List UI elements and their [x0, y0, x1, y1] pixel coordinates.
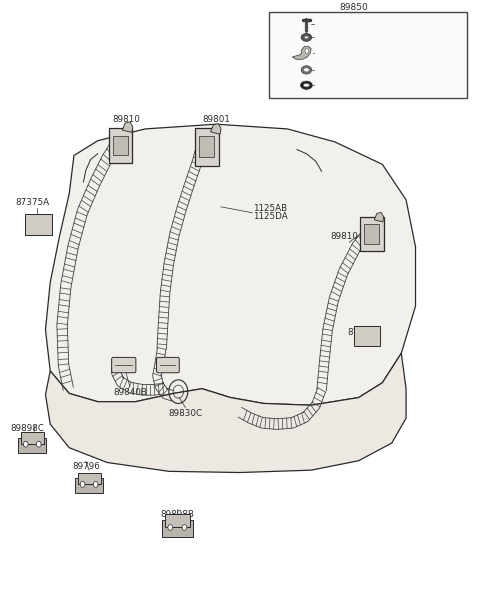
Polygon shape: [292, 47, 311, 59]
Text: 89801: 89801: [203, 115, 230, 124]
Circle shape: [36, 442, 41, 447]
Text: 89898C: 89898C: [11, 424, 45, 433]
Text: 89852A: 89852A: [316, 48, 351, 57]
Text: 89796: 89796: [72, 463, 100, 472]
FancyBboxPatch shape: [360, 217, 384, 251]
Circle shape: [80, 481, 85, 487]
Text: 1125DA: 1125DA: [253, 213, 288, 222]
Text: 89853: 89853: [316, 81, 345, 90]
FancyBboxPatch shape: [113, 136, 128, 155]
Text: 89840B: 89840B: [113, 388, 147, 396]
Text: 89852: 89852: [316, 65, 345, 74]
Text: 89898B: 89898B: [160, 510, 194, 519]
Text: 87375A: 87375A: [347, 329, 382, 338]
Text: 89850: 89850: [339, 3, 368, 12]
Text: 89830C: 89830C: [168, 410, 203, 419]
FancyBboxPatch shape: [21, 432, 44, 444]
Text: 87375A: 87375A: [15, 198, 49, 207]
FancyBboxPatch shape: [77, 472, 101, 484]
Ellipse shape: [304, 36, 308, 39]
FancyBboxPatch shape: [75, 478, 103, 493]
FancyBboxPatch shape: [18, 438, 46, 453]
Text: 89810: 89810: [112, 115, 140, 124]
Ellipse shape: [301, 66, 312, 74]
Text: 1125AB: 1125AB: [253, 204, 288, 213]
Circle shape: [93, 481, 98, 487]
Ellipse shape: [301, 34, 312, 41]
FancyBboxPatch shape: [364, 225, 380, 243]
Ellipse shape: [303, 83, 310, 87]
FancyBboxPatch shape: [25, 214, 52, 235]
Text: 89859: 89859: [316, 19, 345, 28]
Circle shape: [168, 524, 173, 530]
FancyBboxPatch shape: [165, 514, 190, 527]
FancyBboxPatch shape: [354, 326, 380, 345]
FancyBboxPatch shape: [162, 520, 192, 537]
Circle shape: [305, 49, 309, 53]
FancyBboxPatch shape: [156, 358, 179, 373]
FancyBboxPatch shape: [112, 358, 136, 373]
Ellipse shape: [303, 68, 309, 72]
Circle shape: [24, 442, 28, 447]
Circle shape: [182, 524, 187, 530]
Ellipse shape: [300, 81, 312, 89]
FancyBboxPatch shape: [108, 128, 132, 163]
Polygon shape: [211, 124, 221, 134]
Polygon shape: [46, 353, 406, 472]
FancyBboxPatch shape: [199, 137, 215, 157]
Text: 89810: 89810: [330, 232, 358, 241]
FancyBboxPatch shape: [195, 127, 219, 165]
Polygon shape: [46, 124, 416, 405]
Text: 1360GG: 1360GG: [316, 33, 353, 42]
FancyBboxPatch shape: [269, 12, 467, 98]
Polygon shape: [122, 122, 133, 132]
Polygon shape: [374, 213, 384, 222]
